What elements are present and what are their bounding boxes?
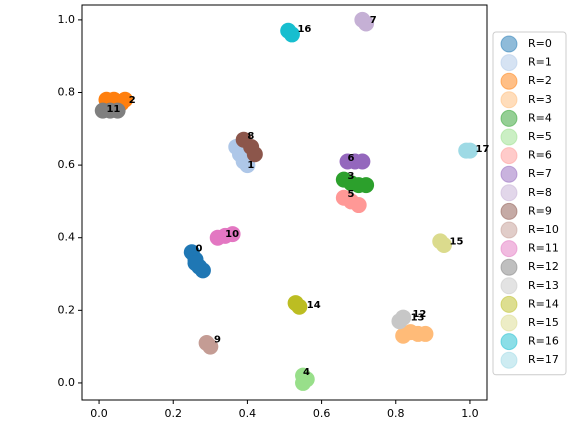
annotation: 2 <box>129 95 136 106</box>
legend-marker <box>500 240 518 258</box>
y-tick-label: 1.0 <box>58 13 76 26</box>
point <box>350 197 367 214</box>
legend-marker <box>500 128 518 146</box>
point <box>461 142 478 159</box>
point <box>358 15 375 32</box>
legend-label: R=16 <box>528 335 559 348</box>
point <box>246 146 263 163</box>
legend-label: R=1 <box>528 56 552 69</box>
point <box>202 338 219 355</box>
legend-marker <box>500 165 518 183</box>
legend-marker <box>500 35 518 53</box>
y-tick-label: 0.2 <box>58 303 76 316</box>
legend-label: R=17 <box>528 353 559 366</box>
annotation: 9 <box>214 334 221 345</box>
annotation: 12 <box>412 309 426 320</box>
legend-marker <box>500 314 518 332</box>
x-tick-label: 0.4 <box>239 407 257 420</box>
annotation: 7 <box>370 15 377 26</box>
legend-label: R=7 <box>528 167 552 180</box>
legend-label: R=6 <box>528 149 552 162</box>
legend-marker <box>500 91 518 109</box>
legend-label: R=0 <box>528 37 552 50</box>
legend-label: R=14 <box>528 297 559 310</box>
legend-marker <box>500 202 518 220</box>
legend-label: R=12 <box>528 260 559 273</box>
point <box>224 226 241 243</box>
legend-marker <box>500 333 518 351</box>
annotation: 6 <box>348 153 355 164</box>
annotation: 10 <box>225 229 239 240</box>
x-tick-label: 0.8 <box>387 407 405 420</box>
point <box>354 153 371 170</box>
x-tick-label: 0.0 <box>90 407 108 420</box>
legend-label: R=2 <box>528 74 552 87</box>
legend-label: R=9 <box>528 204 552 217</box>
point <box>295 374 312 391</box>
point <box>283 26 300 43</box>
point <box>291 298 308 315</box>
legend-marker <box>500 54 518 72</box>
point <box>187 255 204 272</box>
x-tick-label: 1.0 <box>461 407 479 420</box>
legend-label: R=13 <box>528 279 559 292</box>
legend-label: R=15 <box>528 316 559 329</box>
point <box>417 325 434 342</box>
point <box>435 236 452 253</box>
y-tick-label: 0.8 <box>58 85 76 98</box>
y-tick-label: 0.4 <box>58 231 76 244</box>
annotation: 15 <box>450 236 464 247</box>
annotation: 16 <box>297 24 311 35</box>
annotation: 5 <box>348 189 355 200</box>
legend-marker <box>500 184 518 202</box>
annotation: 8 <box>247 131 254 142</box>
legend-marker <box>500 147 518 165</box>
y-tick-label: 0.6 <box>58 158 76 171</box>
x-tick-label: 0.2 <box>164 407 182 420</box>
annotation: 14 <box>307 300 321 311</box>
point <box>395 309 412 326</box>
point <box>358 177 375 194</box>
legend-label: R=11 <box>528 242 559 255</box>
legend-marker <box>500 258 518 276</box>
legend-marker <box>500 72 518 90</box>
point <box>109 102 126 119</box>
x-tick-label: 0.6 <box>313 407 331 420</box>
annotation: 17 <box>476 144 490 155</box>
legend-label: R=4 <box>528 111 552 124</box>
legend-label: R=8 <box>528 186 552 199</box>
legend-label: R=10 <box>528 223 559 236</box>
annotation: 11 <box>106 104 120 115</box>
legend-label: R=5 <box>528 130 552 143</box>
y-tick-label: 0.0 <box>58 376 76 389</box>
legend-marker <box>500 351 518 369</box>
legend-label: R=3 <box>528 93 552 106</box>
annotation: 3 <box>348 171 355 182</box>
annotation: 4 <box>303 367 310 378</box>
legend-marker <box>500 295 518 313</box>
plot-frame <box>81 4 488 401</box>
annotation: 1 <box>247 160 254 171</box>
annotation: 0 <box>195 244 202 255</box>
legend-marker <box>500 277 518 295</box>
legend-marker <box>500 109 518 127</box>
annotation: 13 <box>411 313 425 324</box>
legend-marker <box>500 221 518 239</box>
